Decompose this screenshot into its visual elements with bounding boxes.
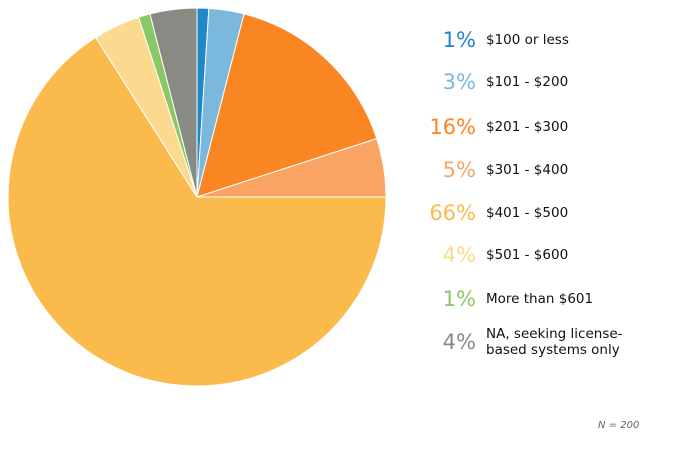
pie-slice-5 <box>7 36 387 387</box>
sample-size-note: N = 200 <box>598 420 640 431</box>
pie-slice-8 <box>149 7 198 198</box>
pie-slice-3 <box>196 13 378 198</box>
